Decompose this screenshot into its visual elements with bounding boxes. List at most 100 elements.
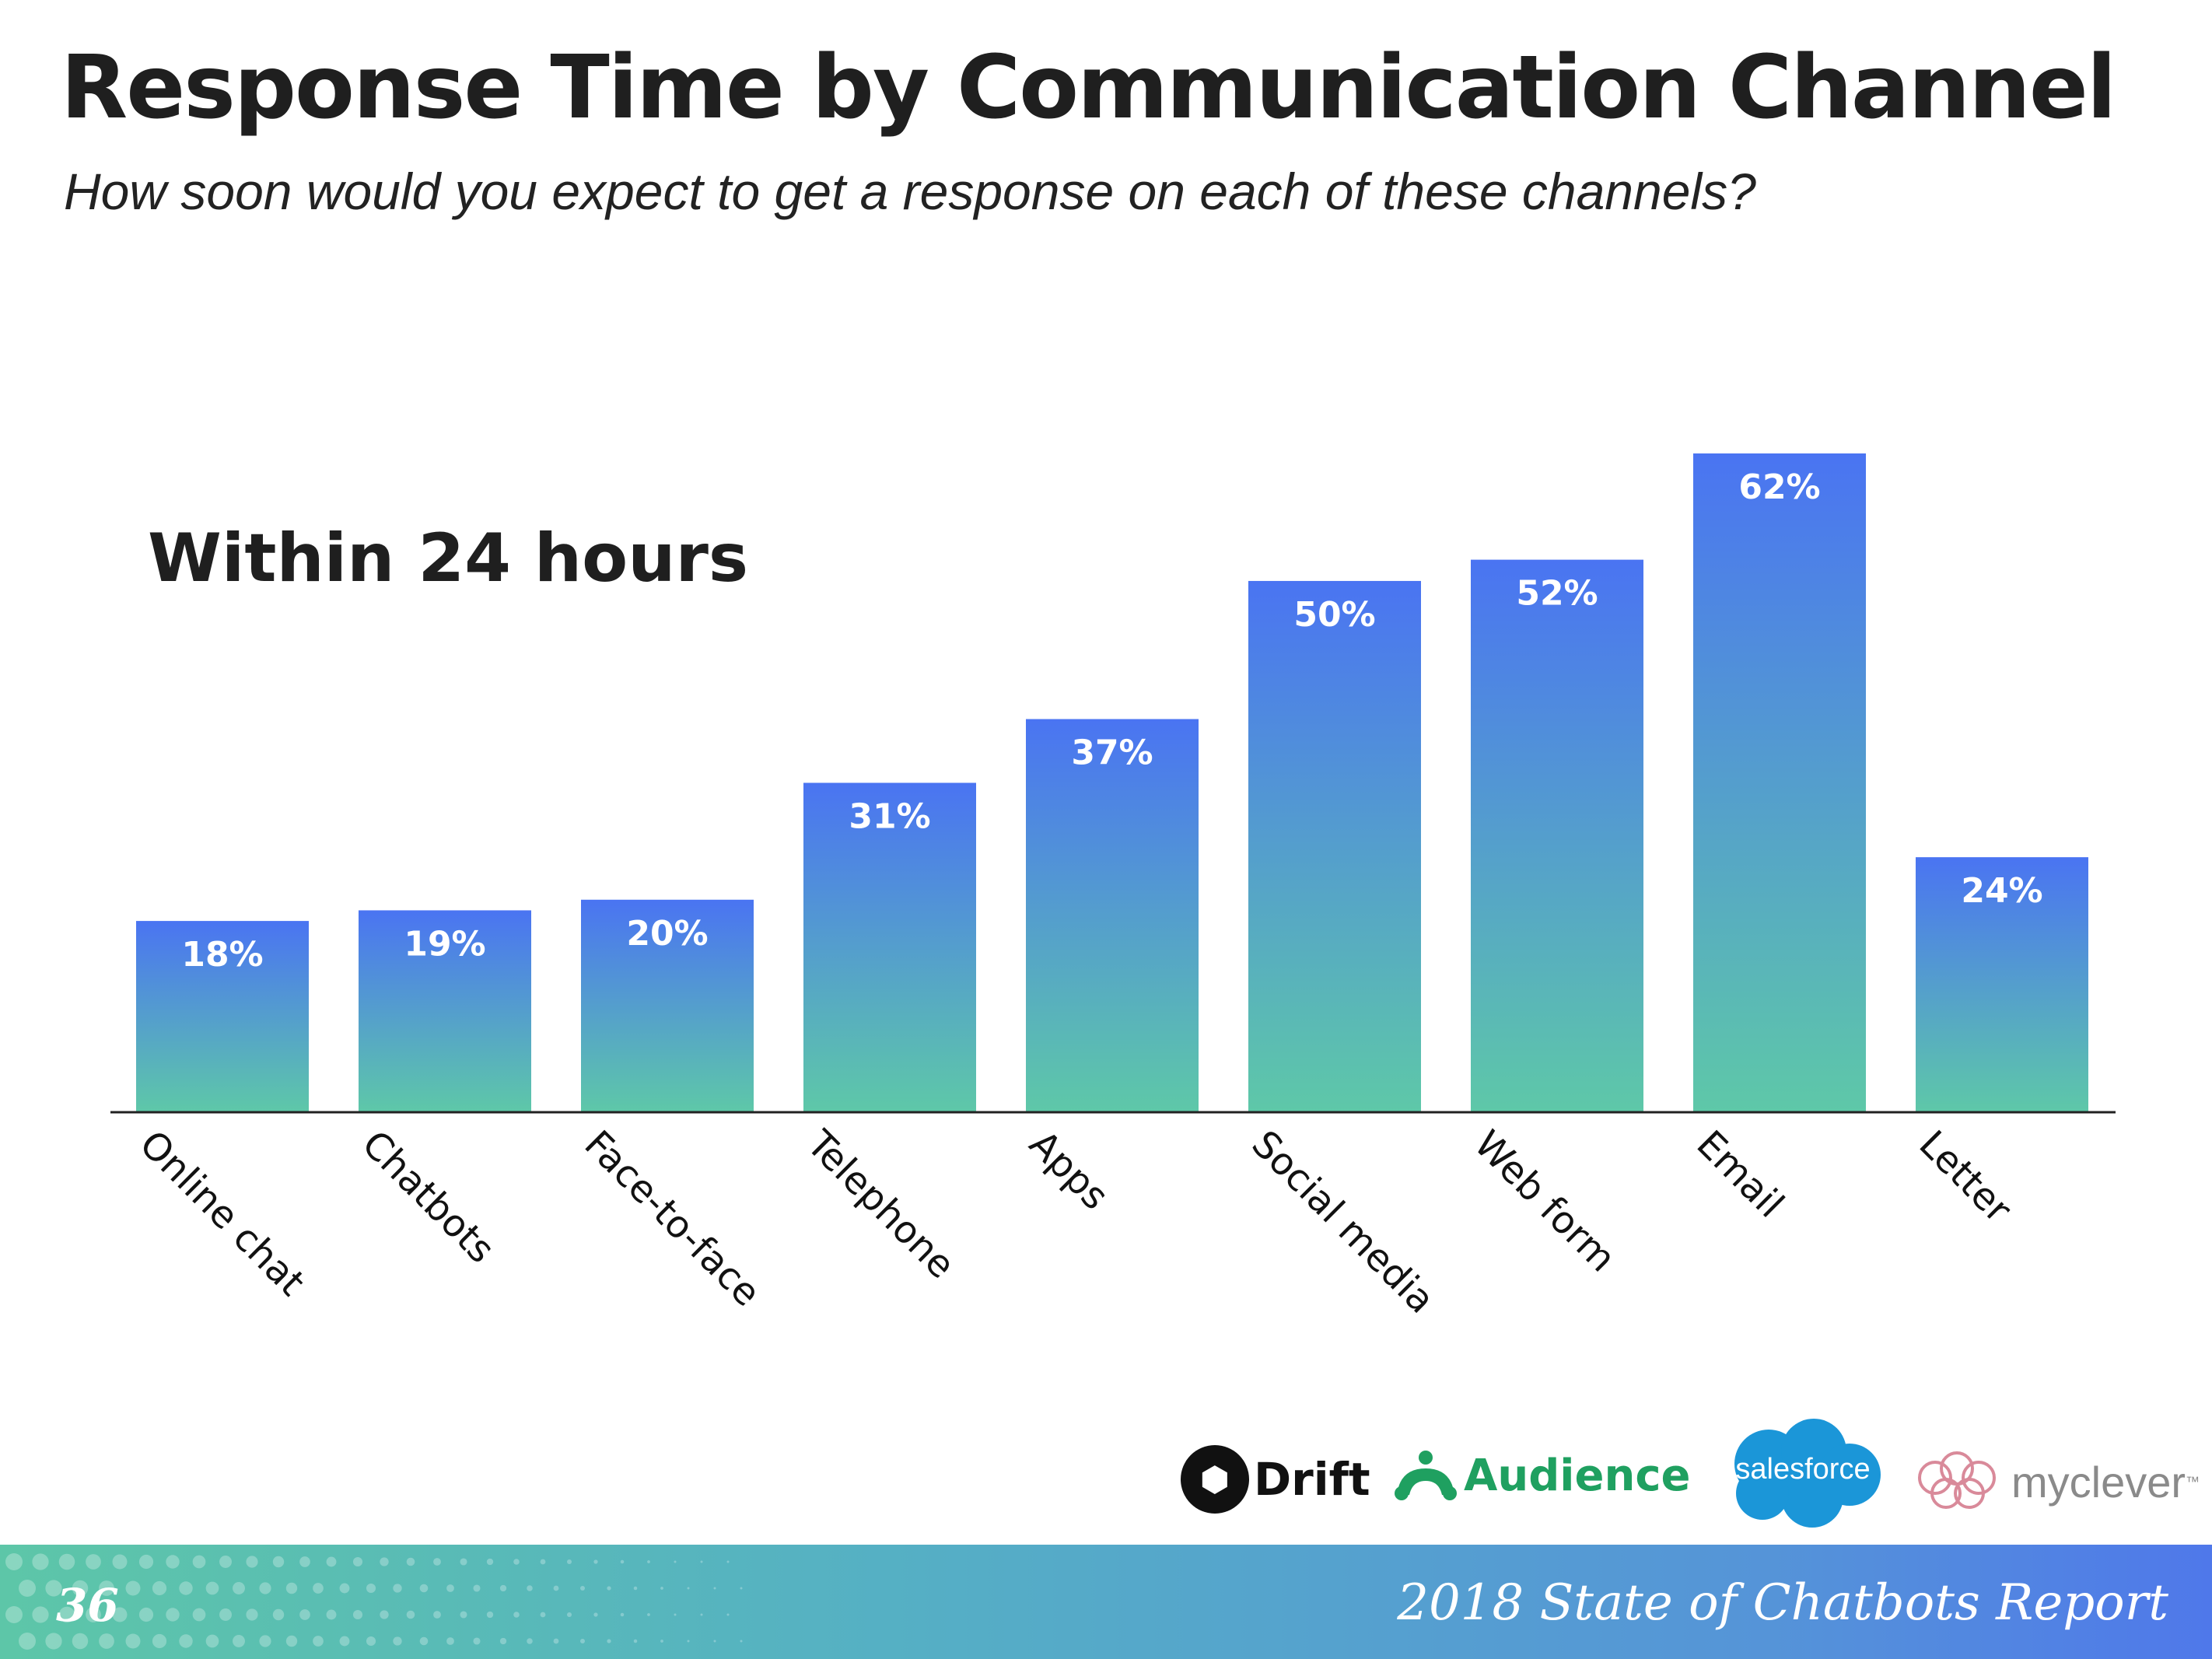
footer-dot bbox=[152, 1580, 167, 1596]
footer-dot bbox=[700, 1560, 703, 1563]
footer-dot bbox=[58, 1606, 75, 1623]
bar-social-media bbox=[1248, 580, 1421, 1112]
bar-value-label: 18% bbox=[181, 935, 263, 975]
footer-dot bbox=[513, 1612, 520, 1618]
footer-dot bbox=[380, 1557, 389, 1566]
footer-dot bbox=[687, 1640, 690, 1643]
footer-dot bbox=[125, 1580, 141, 1596]
footer-dot bbox=[607, 1639, 611, 1643]
footer-dot bbox=[419, 1584, 429, 1593]
footer-dot bbox=[553, 1638, 559, 1644]
footer-dot bbox=[366, 1583, 376, 1594]
footer-dot bbox=[166, 1555, 180, 1569]
myclever-logo-text: myclever bbox=[2011, 1457, 2186, 1507]
footer-dot bbox=[527, 1585, 533, 1591]
bar-value-label: 62% bbox=[1738, 467, 1820, 507]
footer-dot bbox=[566, 1559, 572, 1565]
footer-dot bbox=[579, 1585, 586, 1591]
footer-dot bbox=[380, 1610, 389, 1619]
footer-dot bbox=[219, 1608, 232, 1621]
bar-value-label: 20% bbox=[626, 914, 708, 954]
bar-value-label: 31% bbox=[849, 797, 930, 837]
footer-dot bbox=[726, 1560, 730, 1563]
category-label: Telephone bbox=[798, 1122, 964, 1287]
footer-dot bbox=[740, 1587, 743, 1590]
bar-telephone bbox=[803, 782, 976, 1112]
salesforce-logo-text: salesforce bbox=[1735, 1453, 1871, 1486]
bar-face-to-face bbox=[581, 899, 754, 1112]
footer-dot bbox=[713, 1587, 716, 1590]
footer-dot bbox=[499, 1584, 507, 1592]
footer-dot bbox=[647, 1560, 650, 1563]
footer-dot bbox=[259, 1582, 271, 1594]
category-labels-group: Online chat Chatbots Face-to-face Telephone… bbox=[131, 1122, 2020, 1321]
bars-group: 18% 19% 20% 31% 37% 50% 52% 62% 24% bbox=[136, 453, 2088, 1112]
footer-dot bbox=[486, 1558, 494, 1566]
footer-dot bbox=[713, 1640, 716, 1643]
footer-dot bbox=[259, 1635, 271, 1647]
footer-dot bbox=[527, 1638, 533, 1644]
footer-dot bbox=[152, 1633, 167, 1649]
footer-dot bbox=[5, 1553, 23, 1570]
footer-dot bbox=[446, 1584, 454, 1592]
footer-dot bbox=[205, 1581, 219, 1595]
bar-value-label: 24% bbox=[1961, 871, 2042, 911]
footer-dot bbox=[313, 1636, 324, 1647]
footer-dot bbox=[138, 1607, 154, 1622]
footer-dot bbox=[86, 1554, 101, 1570]
footer-dot bbox=[406, 1557, 415, 1566]
footer-dot bbox=[726, 1613, 730, 1616]
page-subtitle: How soon would you expect to get a respo… bbox=[64, 163, 1756, 220]
footer-dot bbox=[687, 1587, 690, 1590]
footer-dot bbox=[233, 1582, 245, 1594]
bar-email bbox=[1693, 453, 1866, 1112]
footer-dot-pattern bbox=[5, 1553, 743, 1650]
footer-dot bbox=[72, 1580, 89, 1597]
footer-dot bbox=[99, 1633, 114, 1649]
footer-dot bbox=[45, 1580, 62, 1597]
footer-dot bbox=[86, 1607, 101, 1622]
footer-dot bbox=[620, 1612, 625, 1617]
footer-dot bbox=[205, 1634, 219, 1648]
footer-dot bbox=[446, 1637, 454, 1645]
footer-dot bbox=[5, 1606, 23, 1623]
category-label: Letter bbox=[1911, 1122, 2020, 1231]
footer-dot bbox=[540, 1612, 546, 1618]
footer-dot bbox=[326, 1609, 337, 1620]
footer-dot bbox=[633, 1639, 638, 1643]
drift-logo: ⬢ Drift bbox=[1181, 1445, 1370, 1514]
footer-dot bbox=[192, 1608, 206, 1622]
footer-dot bbox=[233, 1635, 245, 1647]
category-label: Chatbots bbox=[354, 1122, 503, 1272]
bar-web-form bbox=[1471, 559, 1643, 1112]
footer-dot bbox=[419, 1636, 429, 1646]
footer-dot bbox=[566, 1612, 572, 1618]
footer-dot bbox=[674, 1560, 677, 1563]
footer-dot bbox=[299, 1609, 310, 1620]
bar-value-label: 37% bbox=[1071, 733, 1153, 773]
footer-dot bbox=[72, 1633, 89, 1650]
footer-dot bbox=[19, 1633, 36, 1650]
footer-dot bbox=[192, 1555, 206, 1569]
footer-dot bbox=[579, 1638, 586, 1644]
footer-dot bbox=[166, 1608, 180, 1622]
category-label: Web form bbox=[1466, 1122, 1625, 1281]
footer-dot bbox=[460, 1558, 467, 1566]
category-label: Online chat bbox=[131, 1122, 313, 1304]
footer-dot bbox=[179, 1634, 193, 1648]
footer-dot bbox=[285, 1582, 298, 1594]
audience-logo-text: Audience bbox=[1464, 1450, 1691, 1501]
footer-dot bbox=[45, 1633, 62, 1650]
footer-dot bbox=[112, 1554, 128, 1570]
footer-dot bbox=[32, 1553, 49, 1570]
page-title: Response Time by Communication Channel bbox=[61, 37, 2116, 138]
footer-dot bbox=[246, 1608, 258, 1621]
bar-value-label: 50% bbox=[1293, 595, 1375, 635]
footer-dot bbox=[352, 1609, 363, 1620]
bar-online-chat bbox=[136, 921, 309, 1112]
footer-dot bbox=[499, 1637, 507, 1645]
footer-dot bbox=[99, 1580, 114, 1596]
category-label: Face-to-face bbox=[576, 1122, 769, 1315]
footer-dot bbox=[486, 1611, 494, 1619]
footer-dot bbox=[352, 1556, 363, 1567]
